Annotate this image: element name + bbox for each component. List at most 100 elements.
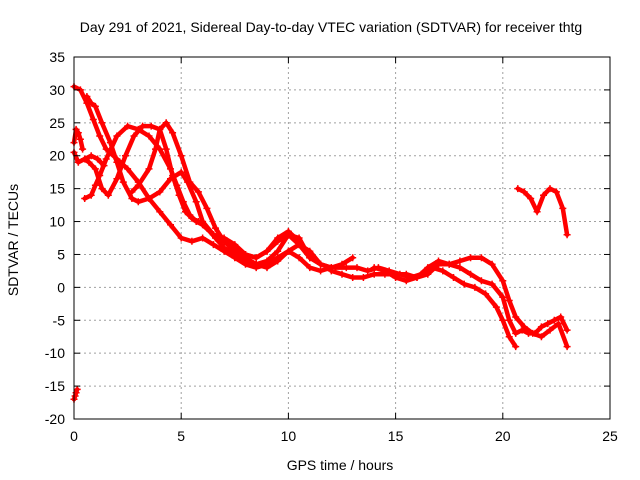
data-point-marker — [177, 234, 185, 242]
data-point-marker — [128, 195, 136, 202]
data-point-marker — [402, 277, 410, 285]
data-point-marker — [520, 188, 528, 196]
data-point-marker — [445, 260, 453, 268]
data-point-marker — [342, 264, 350, 272]
data-point-marker — [152, 145, 159, 153]
data-point-marker — [527, 195, 535, 202]
data-point-marker — [364, 267, 372, 275]
data-point-marker — [512, 329, 520, 337]
data-point-marker — [263, 264, 271, 272]
data-point-marker — [220, 237, 228, 245]
data-point-marker — [467, 254, 475, 262]
data-point-marker — [546, 185, 554, 193]
data-point-marker — [413, 274, 421, 281]
data-point-marker — [488, 280, 496, 288]
series-track-5 — [129, 120, 334, 270]
data-point-marker — [460, 280, 468, 288]
y-tick-label: -20 — [45, 411, 65, 427]
data-point-marker — [83, 93, 91, 100]
data-point-marker — [194, 218, 202, 225]
data-point-marker — [370, 270, 378, 278]
data-point-marker — [188, 214, 196, 222]
data-point-marker — [514, 185, 522, 193]
data-point-marker — [188, 237, 196, 245]
data-point-marker — [139, 122, 147, 130]
series-track-2 — [84, 94, 334, 270]
data-point-marker — [177, 168, 185, 176]
x-tick-label: 0 — [70, 428, 78, 444]
data-point-marker — [96, 132, 104, 140]
data-point-marker — [505, 333, 513, 341]
data-point-marker — [147, 122, 155, 130]
data-point-marker — [203, 224, 211, 232]
data-point-marker — [499, 316, 507, 324]
data-point-marker — [512, 343, 520, 351]
data-point-marker — [563, 343, 571, 351]
data-point-marker — [212, 224, 219, 232]
tick-layer: 0 5 10 15 20 25 -20 -15 -10 -5 0 5 10 15 20 25 30 35 — [45, 49, 618, 444]
data-point-marker — [482, 290, 490, 298]
plot-frame — [73, 56, 611, 420]
data-point-marker — [306, 264, 314, 272]
data-point-marker — [450, 274, 457, 281]
data-point-marker — [359, 274, 367, 281]
data-point-marker — [212, 234, 219, 242]
data-point-marker — [284, 231, 292, 239]
data-point-marker — [124, 165, 132, 173]
data-point-marker — [477, 254, 485, 262]
data-point-marker — [74, 129, 82, 137]
data-point-marker — [156, 208, 164, 216]
data-point-marker — [122, 152, 129, 160]
data-point-marker — [113, 132, 121, 140]
data-point-marker — [456, 257, 464, 265]
data-point-marker — [332, 264, 340, 272]
data-point-marker — [544, 320, 552, 328]
data-point-marker — [353, 264, 361, 272]
y-tick-label: 15 — [49, 181, 65, 197]
y-tick-label: 0 — [57, 279, 65, 295]
data-point-marker — [102, 155, 110, 163]
data-point-marker — [540, 191, 547, 199]
data-point-marker — [550, 316, 558, 324]
chart-title: Day 291 of 2021, Sidereal Day-to-day VTE… — [80, 19, 582, 35]
data-point-marker — [512, 313, 520, 321]
x-tick-label: 10 — [281, 428, 297, 444]
data-point-marker — [263, 247, 271, 255]
data-point-marker — [91, 165, 99, 173]
data-point-marker — [98, 119, 106, 127]
data-point-marker — [520, 323, 528, 331]
data-point-marker — [467, 270, 475, 278]
data-point-marker — [295, 254, 303, 262]
data-point-marker — [555, 320, 562, 328]
x-tick-label: 15 — [388, 428, 404, 444]
data-point-marker — [338, 270, 346, 278]
data-point-marker — [169, 172, 177, 179]
data-point-marker — [529, 329, 537, 337]
data-point-marker — [182, 208, 189, 216]
data-point-marker — [162, 145, 170, 153]
data-point-marker — [145, 132, 153, 140]
data-point-marker — [87, 191, 95, 199]
data-point-marker — [220, 244, 228, 252]
data-point-marker — [563, 326, 571, 334]
data-point-marker — [252, 254, 260, 262]
y-tick-label: 20 — [49, 148, 65, 164]
data-point-marker — [349, 274, 357, 281]
data-point-marker — [552, 188, 560, 196]
data-point-marker — [317, 267, 325, 275]
data-point-marker — [167, 221, 174, 229]
data-point-marker — [199, 234, 207, 242]
data-point-marker — [439, 267, 447, 275]
data-point-marker — [186, 178, 194, 186]
data-point-marker — [488, 260, 496, 268]
data-point-marker — [169, 129, 177, 137]
data-point-marker — [71, 392, 79, 400]
data-point-marker — [477, 277, 485, 285]
data-point-marker — [537, 323, 545, 331]
data-point-marker — [100, 162, 108, 170]
data-point-marker — [563, 231, 571, 239]
data-point-marker — [349, 254, 357, 262]
data-point-marker — [546, 326, 554, 334]
data-point-marker — [76, 135, 84, 143]
data-point-marker — [557, 313, 565, 321]
